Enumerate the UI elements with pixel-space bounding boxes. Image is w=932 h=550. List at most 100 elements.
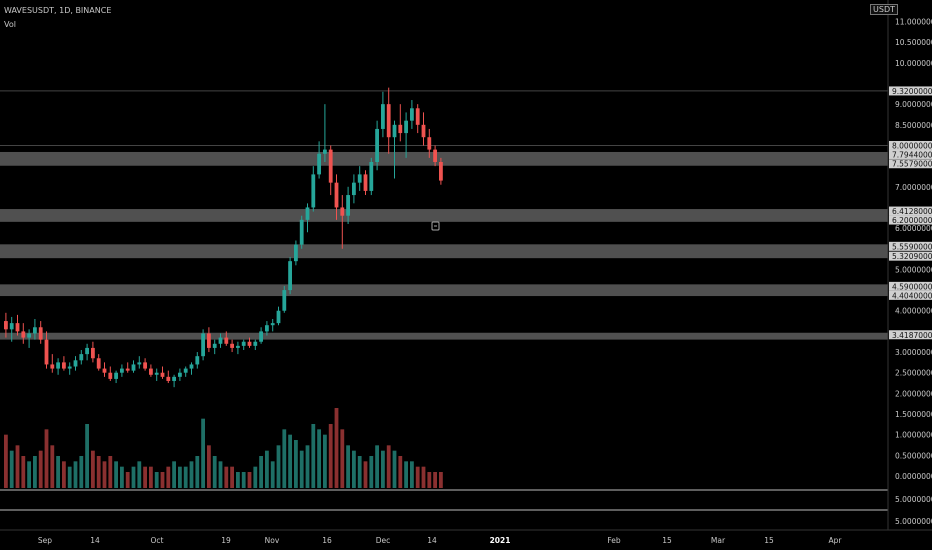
price-label-8: 4.59000000 (889, 281, 932, 291)
volume-bar-60 (352, 450, 356, 488)
candle-12 (73, 356, 78, 371)
time-label-2: Oct (151, 536, 164, 545)
volume-bar-64 (375, 445, 379, 488)
candle-39 (230, 339, 234, 353)
candle-body (369, 162, 374, 191)
candle-body (317, 153, 321, 175)
currency-badge[interactable]: USDT (870, 4, 898, 15)
price-tick-7: 5.00000000 (895, 265, 932, 274)
candle-body (62, 362, 66, 369)
candle-45 (265, 321, 269, 336)
price-label-bg (889, 330, 932, 340)
candle-body (137, 362, 142, 365)
candle-49 (288, 257, 292, 295)
volume-bar-21 (125, 472, 130, 488)
candle-60 (352, 174, 356, 204)
candle-2 (15, 314, 20, 336)
price-label-text: 8.00000000 (892, 141, 932, 150)
candle-body (363, 174, 368, 191)
candle-body (125, 368, 130, 371)
candle-body (392, 124, 397, 138)
volume-bar-18 (108, 456, 113, 488)
candle-body (375, 128, 379, 162)
volume-bar-26 (154, 472, 159, 488)
volume-bar-12 (73, 461, 78, 488)
time-label-10: 15 (662, 536, 672, 545)
candle-body (189, 364, 194, 369)
volume-bar-27 (160, 472, 165, 488)
candle-1 (9, 316, 14, 342)
volume-legend: Vol (4, 20, 16, 29)
volume-bar-74 (433, 472, 437, 488)
price-label-bg (889, 149, 932, 159)
candle-body (172, 376, 176, 381)
price-label-text: 5.32090000 (892, 252, 932, 261)
volume-bar-58 (340, 429, 345, 488)
candle-9 (56, 358, 60, 375)
candle-10 (62, 356, 66, 371)
price-label-1: 8.00000000 (889, 140, 932, 150)
candle-38 (224, 331, 229, 346)
volume-bar-4 (27, 461, 31, 488)
price-label-bg (889, 86, 932, 96)
candle-36 (212, 339, 217, 355)
price-label-bg (889, 290, 932, 300)
time-label-0: Sep (38, 536, 52, 545)
volume-tick-1: 5.00000000 (895, 517, 932, 526)
time-label-3: 19 (221, 536, 231, 545)
time-label-5: 16 (322, 536, 332, 545)
price-label-5: 6.20000000 (889, 215, 932, 225)
candle-20 (120, 364, 124, 377)
time-axis[interactable]: Sep 14 Oct 19 Nov 16 Dec 14 2021 Feb 15 Mar 15 Apr (38, 536, 842, 545)
volume-bar-11 (67, 466, 72, 488)
candle-4 (27, 329, 31, 348)
candle-body (253, 341, 258, 346)
candle-19 (114, 370, 118, 384)
time-label-1: 14 (90, 536, 100, 545)
volume-bar-52 (305, 445, 310, 488)
candle-68 (398, 104, 403, 142)
volume-bar-67 (392, 450, 397, 488)
candle-42 (247, 337, 252, 348)
volume-bar-57 (334, 408, 339, 488)
price-label-9: 4.40400000 (889, 290, 932, 300)
candle-body (415, 108, 420, 125)
candle-body (91, 347, 95, 359)
volume-bar-68 (398, 456, 403, 488)
price-tick-1: 10.50000000 (895, 38, 932, 47)
candle-body (195, 356, 200, 365)
price-tick-8: 4.00000000 (895, 307, 932, 316)
candle-24 (143, 358, 147, 371)
price-label-text: 3.41870000 (892, 331, 932, 340)
volume-bar-38 (224, 466, 229, 488)
candle-35 (207, 327, 211, 353)
price-tick-9: 3.00000000 (895, 348, 932, 357)
price-tick-15: 0.00000000 (895, 472, 932, 481)
candle-body (398, 124, 403, 134)
price-axis[interactable]: 11.00000000 10.50000000 10.00000000 9.00000… (889, 18, 932, 481)
candle-body (340, 207, 345, 216)
candle-body (143, 362, 147, 369)
candle-64 (375, 120, 379, 171)
volume-bar-34 (201, 418, 205, 488)
volume-tick-0: 5.00000000 (895, 495, 932, 504)
candle-body (207, 333, 211, 348)
volume-bar-16 (96, 456, 101, 488)
alert-marker-icon[interactable] (431, 221, 440, 231)
time-label-4: Nov (265, 536, 280, 545)
candle-34 (201, 329, 205, 361)
candle-body (421, 124, 426, 138)
volume-bar-54 (317, 429, 321, 488)
candle-body (404, 120, 408, 134)
symbol-legend: WAVESUSDT, 1D, BINANCE (4, 6, 112, 15)
candle-body (230, 343, 234, 348)
candle-body (381, 104, 385, 129)
price-tick-13: 1.00000000 (895, 431, 932, 440)
price-label-text: 6.41280000 (892, 207, 932, 216)
candle-body (149, 368, 153, 375)
volume-bar-73 (427, 472, 432, 488)
candle-body (21, 331, 26, 338)
volume-bar-66 (386, 445, 391, 488)
price-label-6: 5.55900000 (889, 241, 932, 251)
